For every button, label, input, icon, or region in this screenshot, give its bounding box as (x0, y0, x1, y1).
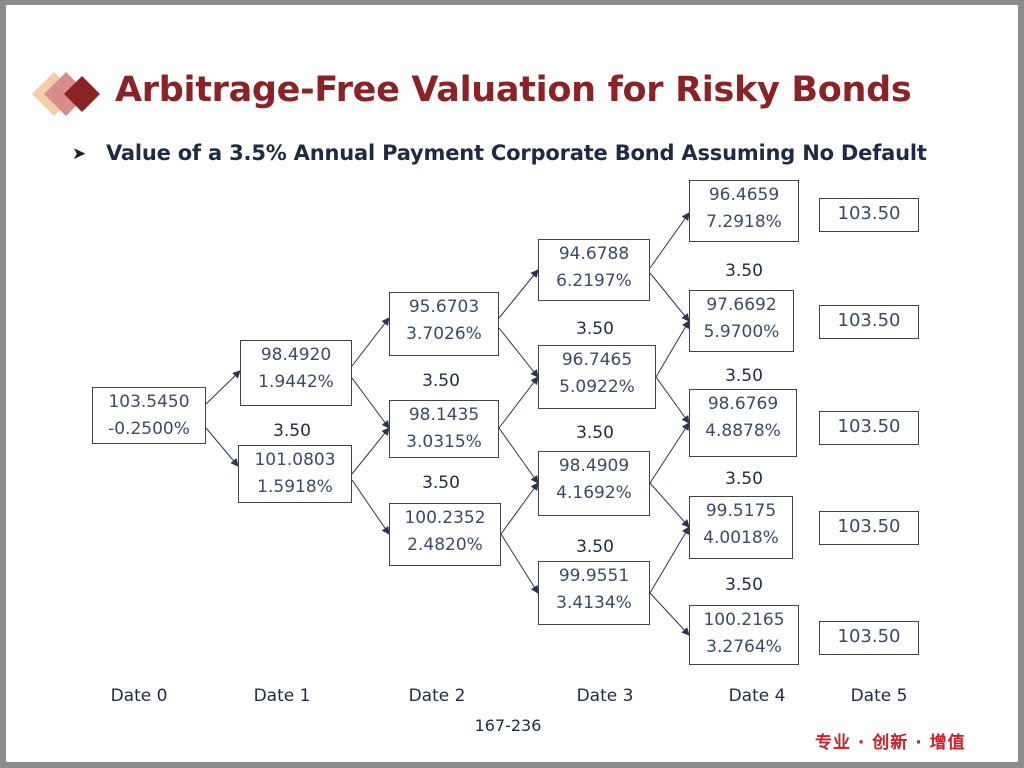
node-d3-1: 96.7465 5.0922% (538, 345, 656, 409)
node-value: 98.4920 (260, 345, 332, 365)
coupon-label: 3.50 (273, 421, 311, 441)
tree-edge-arrow (649, 212, 690, 269)
tree-edge-arrow (498, 327, 539, 378)
node-rate: 4.8878% (705, 421, 781, 441)
date-label-4: Date 4 (728, 686, 786, 706)
tree-edge-arrow (649, 272, 690, 322)
coupon-label: 3.50 (576, 423, 614, 443)
tree-edge-arrow (649, 422, 690, 484)
node-d4-1: 97.6692 5.9700% (689, 290, 794, 352)
node-rate: 3.2764% (706, 637, 782, 657)
node-d2-1: 98.1435 3.0315% (389, 400, 499, 458)
node-value: 100.2352 (404, 508, 486, 528)
node-d5-2: 103.50 (819, 411, 919, 445)
node-d4-2: 98.6769 4.8878% (689, 389, 797, 457)
node-d3-2: 98.4909 4.1692% (538, 451, 650, 516)
tree-edge-arrow (351, 317, 390, 367)
node-d1-0: 98.4920 1.9442% (240, 340, 352, 406)
tree-edge-arrow (500, 533, 539, 594)
page-number: 167-236 (474, 716, 542, 735)
node-rate: 5.9700% (703, 322, 780, 342)
node-rate: 5.0922% (559, 377, 635, 397)
node-value: 99.9551 (558, 566, 630, 586)
tree-edge-arrow (498, 376, 539, 429)
coupon-label: 3.50 (422, 371, 460, 391)
coupon-label: 3.50 (725, 366, 763, 386)
node-value: 99.5175 (705, 501, 777, 521)
subtitle: Value of a 3.5% Annual Payment Corporate… (106, 141, 927, 165)
node-value: 97.6692 (706, 295, 777, 315)
date-label-3: Date 3 (576, 686, 634, 706)
page-title: Arbitrage-Free Valuation for Risky Bonds (115, 70, 912, 110)
node-d4-0: 96.4659 7.2918% (689, 180, 799, 242)
coupon-label: 3.50 (576, 537, 614, 557)
node-rate: -0.2500% (108, 419, 190, 439)
arrowhead-bullet-icon: ➤ (72, 144, 87, 164)
node-rate: 3.4134% (556, 593, 632, 613)
tree-edge-arrow (351, 427, 390, 475)
node-d5-0: 103.50 (819, 198, 919, 232)
node-rate: 2.4820% (407, 535, 483, 555)
tree-edge-arrow (649, 482, 690, 528)
node-d5-4: 103.50 (819, 621, 919, 655)
node-rate: 3.0315% (406, 432, 482, 452)
date-label-2: Date 2 (408, 686, 466, 706)
tree-edge-arrow (649, 526, 690, 594)
node-value: 98.6769 (707, 394, 779, 414)
tree-edge-arrow (500, 482, 539, 535)
date-label-0: Date 0 (110, 686, 168, 706)
coupon-label: 3.50 (725, 575, 763, 595)
tree-edge-arrow (351, 377, 390, 429)
node-d4-3: 99.5175 4.0018% (689, 496, 793, 559)
coupon-label: 3.50 (576, 319, 614, 339)
node-value: 94.6788 (558, 244, 630, 264)
date-label-1: Date 1 (253, 686, 311, 706)
tree-edge-arrow (498, 269, 539, 319)
node-d3-3: 99.9551 3.4134% (538, 561, 650, 625)
node-d2-0: 95.6703 3.7026% (389, 292, 499, 356)
node-value: 101.0803 (254, 450, 336, 470)
coupon-label: 3.50 (422, 473, 460, 493)
node-rate: 6.2197% (556, 271, 632, 291)
node-value: 96.4659 (708, 185, 780, 205)
node-value: 98.1435 (408, 405, 480, 425)
node-d1-1: 101.0803 1.5918% (238, 445, 352, 503)
node-rate: 7.2918% (706, 212, 782, 232)
tree-edge-arrow (205, 370, 241, 405)
date-label-5: Date 5 (850, 686, 908, 706)
tree-edge-arrow (655, 320, 690, 378)
node-d4-4: 100.2165 3.2764% (689, 605, 799, 665)
node-rate: 4.0018% (703, 528, 779, 548)
node-value: 98.4909 (558, 456, 630, 476)
tree-edge-arrow (498, 427, 539, 484)
tree-edge-arrow (655, 376, 690, 424)
coupon-label: 3.50 (725, 261, 763, 281)
footer-motto: 专业 · 创新 · 增值 (815, 733, 966, 753)
node-d5-1: 103.50 (819, 305, 919, 339)
tree-edge-arrow (351, 479, 390, 535)
tree-edge-arrow (649, 592, 690, 636)
node-rate: 4.1692% (556, 483, 632, 503)
node-d0-0: 103.5450 -0.2500% (92, 387, 206, 444)
node-d3-0: 94.6788 6.2197% (538, 239, 650, 301)
node-value: 95.6703 (408, 297, 480, 317)
coupon-label: 3.50 (725, 469, 763, 489)
node-value: 103.5450 (108, 392, 190, 412)
title-diamond-icon (32, 72, 100, 116)
node-rate: 1.9442% (258, 372, 334, 392)
tree-edge-arrow (205, 427, 239, 467)
node-value: 100.2165 (703, 610, 785, 630)
node-rate: 1.5918% (257, 477, 333, 497)
node-value: 96.7465 (561, 350, 633, 370)
node-d2-2: 100.2352 2.4820% (389, 503, 501, 566)
node-rate: 3.7026% (406, 324, 482, 344)
node-d5-3: 103.50 (819, 511, 919, 545)
